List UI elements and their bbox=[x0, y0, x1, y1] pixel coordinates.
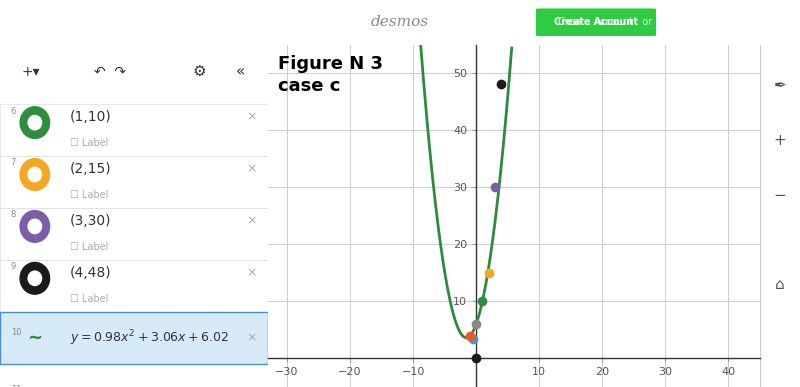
FancyBboxPatch shape bbox=[0, 104, 268, 156]
Text: ×: × bbox=[246, 266, 257, 279]
Text: ✒: ✒ bbox=[774, 78, 786, 93]
Text: 11: 11 bbox=[10, 385, 22, 387]
Circle shape bbox=[28, 271, 42, 286]
Text: ☐ Label: ☐ Label bbox=[70, 241, 108, 252]
Text: ×: × bbox=[246, 332, 257, 344]
Text: ☐ Label: ☐ Label bbox=[70, 190, 108, 200]
Text: ×: × bbox=[246, 214, 257, 227]
Text: ⌂: ⌂ bbox=[775, 277, 785, 292]
Circle shape bbox=[28, 115, 42, 130]
Text: ☐ Label: ☐ Label bbox=[70, 138, 108, 148]
Text: Create Account   or   Sign In   ↗  ?  ⌂: Create Account or Sign In ↗ ? ⌂ bbox=[558, 17, 736, 27]
Circle shape bbox=[20, 159, 50, 190]
Text: (3,30): (3,30) bbox=[70, 214, 111, 228]
Text: 8: 8 bbox=[10, 211, 16, 219]
Text: ~: ~ bbox=[27, 329, 42, 347]
Text: −: − bbox=[774, 188, 786, 203]
Text: 9: 9 bbox=[10, 262, 16, 271]
FancyBboxPatch shape bbox=[0, 312, 268, 364]
Text: ⚙: ⚙ bbox=[193, 64, 206, 79]
FancyBboxPatch shape bbox=[0, 156, 268, 208]
FancyBboxPatch shape bbox=[0, 260, 268, 312]
Text: ×: × bbox=[246, 110, 257, 123]
Text: Create Account: Create Account bbox=[554, 17, 638, 27]
Text: 7: 7 bbox=[10, 159, 16, 168]
Text: (2,15): (2,15) bbox=[70, 162, 111, 176]
Text: ≡  Untitled Graph: ≡ Untitled Graph bbox=[56, 16, 166, 29]
FancyBboxPatch shape bbox=[0, 208, 268, 260]
Text: desmos: desmos bbox=[371, 15, 429, 29]
Text: 6: 6 bbox=[10, 106, 16, 116]
Text: ☐ Label: ☐ Label bbox=[70, 293, 108, 303]
Text: +: + bbox=[774, 133, 786, 148]
Circle shape bbox=[28, 167, 42, 182]
Circle shape bbox=[20, 107, 50, 139]
Circle shape bbox=[28, 219, 42, 234]
FancyBboxPatch shape bbox=[536, 9, 656, 36]
Text: ×: × bbox=[246, 162, 257, 175]
Text: $y = 0.98x^2 + 3.06x + 6.02$: $y = 0.98x^2 + 3.06x + 6.02$ bbox=[70, 328, 229, 348]
Text: +▾: +▾ bbox=[22, 65, 40, 79]
Text: 10: 10 bbox=[10, 328, 22, 337]
Text: Figure N 3
case c: Figure N 3 case c bbox=[278, 55, 383, 95]
Circle shape bbox=[20, 262, 50, 294]
Text: (1,10): (1,10) bbox=[70, 110, 111, 124]
Text: (4,48): (4,48) bbox=[70, 265, 111, 279]
Text: ↶  ↷: ↶ ↷ bbox=[94, 65, 126, 79]
Circle shape bbox=[20, 211, 50, 242]
Text: «: « bbox=[236, 64, 245, 79]
